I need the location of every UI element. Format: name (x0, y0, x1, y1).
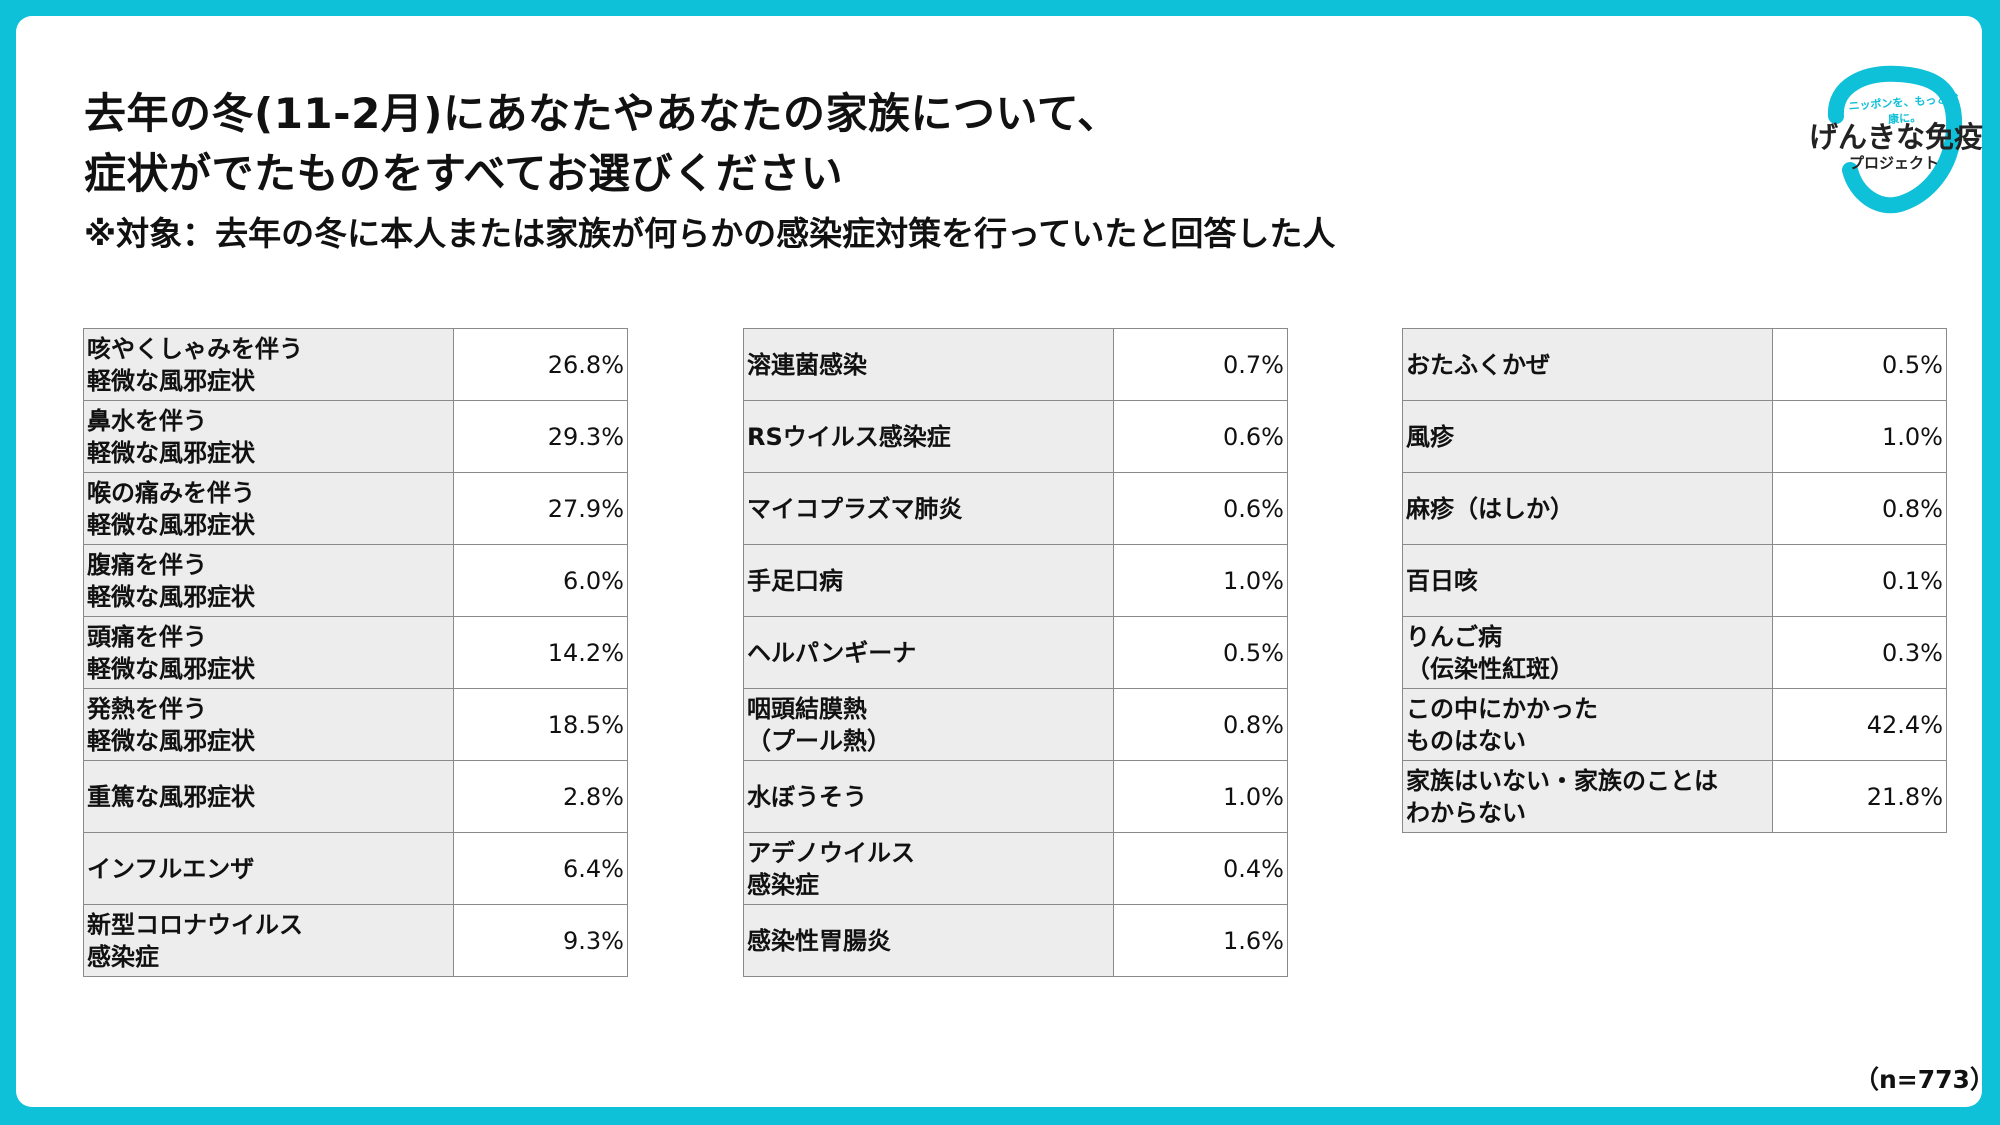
symptom-label: 溶連菌感染 (743, 328, 1114, 401)
symptom-percentage: 18.5% (453, 688, 628, 761)
symptom-percentage: 1.6% (1113, 904, 1288, 977)
symptom-label: 咽頭結膜熱 （プール熱） (743, 688, 1114, 761)
title-line-1: 去年の冬(11-2月)にあなたやあなたの家族について、 (84, 89, 1120, 138)
symptom-table-2: 溶連菌感染 0.7% RSウイルス感染症 0.6% マイコプラズマ肺炎 0.6% 手足口病 1… (743, 328, 1288, 977)
symptom-percentage: 9.3% (453, 904, 628, 977)
symptom-percentage: 0.6% (1113, 472, 1288, 545)
table-row: アデノウイルス 感染症 0.4% (743, 832, 1288, 905)
table-row: おたふくかぜ 0.5% (1402, 328, 1947, 401)
logo-name: げんきな免疫 (1808, 120, 1983, 154)
table-row: 発熱を伴う 軽微な風邪症状 18.5% (83, 688, 628, 761)
title-line-2: 症状がでたものをすべてお選びください (84, 149, 844, 198)
symptom-percentage: 26.8% (453, 328, 628, 401)
table-row: 溶連菌感染 0.7% (743, 328, 1288, 401)
table-row: 家族はいない・家族のことは わからない 21.8% (1402, 760, 1947, 833)
symptom-percentage: 0.7% (1113, 328, 1288, 401)
symptom-percentage: 1.0% (1772, 400, 1947, 473)
symptom-percentage: 0.8% (1113, 688, 1288, 761)
symptom-percentage: 0.6% (1113, 400, 1288, 473)
symptom-percentage: 14.2% (453, 616, 628, 689)
table-row: 手足口病 1.0% (743, 544, 1288, 617)
symptom-label: 喉の痛みを伴う 軽微な風邪症状 (83, 472, 454, 545)
table-row: 風疹 1.0% (1402, 400, 1947, 473)
symptom-percentage: 1.0% (1113, 760, 1288, 833)
symptom-table-1: 咳やくしゃみを伴う 軽微な風邪症状 26.8% 鼻水を伴う 軽微な風邪症状 29.3%… (83, 328, 628, 977)
symptom-percentage: 2.8% (453, 760, 628, 833)
symptom-percentage: 0.5% (1772, 328, 1947, 401)
table-row: RSウイルス感染症 0.6% (743, 400, 1288, 473)
symptom-label: 腹痛を伴う 軽微な風邪症状 (83, 544, 454, 617)
table-row: 感染性胃腸炎 1.6% (743, 904, 1288, 977)
table-row: 重篤な風邪症状 2.8% (83, 760, 628, 833)
symptom-label: 咳やくしゃみを伴う 軽微な風邪症状 (83, 328, 454, 401)
symptom-percentage: 27.9% (453, 472, 628, 545)
table-row: 水ぼうそう 1.0% (743, 760, 1288, 833)
symptom-label: 手足口病 (743, 544, 1114, 617)
table-row: マイコプラズマ肺炎 0.6% (743, 472, 1288, 545)
symptom-label: 頭痛を伴う 軽微な風邪症状 (83, 616, 454, 689)
table-row: 鼻水を伴う 軽微な風邪症状 29.3% (83, 400, 628, 473)
symptom-percentage: 0.5% (1113, 616, 1288, 689)
table-row: 新型コロナウイルス 感染症 9.3% (83, 904, 628, 977)
symptom-label: 百日咳 (1402, 544, 1773, 617)
table-row: 百日咳 0.1% (1402, 544, 1947, 617)
table-row: 咽頭結膜熱 （プール熱） 0.8% (743, 688, 1288, 761)
symptom-percentage: 0.3% (1772, 616, 1947, 689)
symptom-label: 鼻水を伴う 軽微な風邪症状 (83, 400, 454, 473)
symptom-percentage: 6.4% (453, 832, 628, 905)
table-row: 麻疹（はしか） 0.8% (1402, 472, 1947, 545)
symptom-table-3: おたふくかぜ 0.5% 風疹 1.0% 麻疹（はしか） 0.8% 百日咳 0.1% りんご病 （… (1402, 328, 1947, 833)
symptom-label: マイコプラズマ肺炎 (743, 472, 1114, 545)
table-row: りんご病 （伝染性紅斑） 0.3% (1402, 616, 1947, 689)
table-row: インフルエンザ 6.4% (83, 832, 628, 905)
table-row: 頭痛を伴う 軽微な風邪症状 14.2% (83, 616, 628, 689)
symptom-label: 風疹 (1402, 400, 1773, 473)
symptom-label: RSウイルス感染症 (743, 400, 1114, 473)
sample-size-note: （n=773） (1854, 1065, 1995, 1094)
symptom-percentage: 21.8% (1772, 760, 1947, 833)
page-subtitle: ※対象：去年の冬に本人または家族が何らかの感染症対策を行っていたと回答した人 (84, 214, 1336, 253)
project-logo: ニッポンを、もっと健康に。 げんきな免疫 プロジェクト (1794, 58, 1994, 218)
symptom-label: 発熱を伴う 軽微な風邪症状 (83, 688, 454, 761)
table-row: 喉の痛みを伴う 軽微な風邪症状 27.9% (83, 472, 628, 545)
symptom-label: 感染性胃腸炎 (743, 904, 1114, 977)
symptom-label: 麻疹（はしか） (1402, 472, 1773, 545)
symptom-percentage: 1.0% (1113, 544, 1288, 617)
symptom-percentage: 42.4% (1772, 688, 1947, 761)
symptom-percentage: 29.3% (453, 400, 628, 473)
symptom-label: アデノウイルス 感染症 (743, 832, 1114, 905)
symptom-label: 家族はいない・家族のことは わからない (1402, 760, 1773, 833)
table-row: 咳やくしゃみを伴う 軽微な風邪症状 26.8% (83, 328, 628, 401)
symptom-label: 重篤な風邪症状 (83, 760, 454, 833)
slide: 去年の冬(11-2月)にあなたやあなたの家族について、 症状がでたものをすべてお… (16, 16, 1995, 1107)
symptom-label: 水ぼうそう (743, 760, 1114, 833)
symptom-label: 新型コロナウイルス 感染症 (83, 904, 454, 977)
table-row: この中にかかった ものはない 42.4% (1402, 688, 1947, 761)
symptom-label: インフルエンザ (83, 832, 454, 905)
symptom-label: この中にかかった ものはない (1402, 688, 1773, 761)
symptom-percentage: 0.4% (1113, 832, 1288, 905)
logo-ring-icon (1828, 65, 1963, 214)
symptom-label: りんご病 （伝染性紅斑） (1402, 616, 1773, 689)
page-title: 去年の冬(11-2月)にあなたやあなたの家族について、 症状がでたものをすべてお… (84, 84, 1120, 204)
table-row: 腹痛を伴う 軽微な風邪症状 6.0% (83, 544, 628, 617)
logo-subtitle: プロジェクト (1848, 154, 1939, 172)
symptom-percentage: 6.0% (453, 544, 628, 617)
symptom-label: ヘルパンギーナ (743, 616, 1114, 689)
symptom-percentage: 0.1% (1772, 544, 1947, 617)
symptom-label: おたふくかぜ (1402, 328, 1773, 401)
symptom-percentage: 0.8% (1772, 472, 1947, 545)
table-row: ヘルパンギーナ 0.5% (743, 616, 1288, 689)
